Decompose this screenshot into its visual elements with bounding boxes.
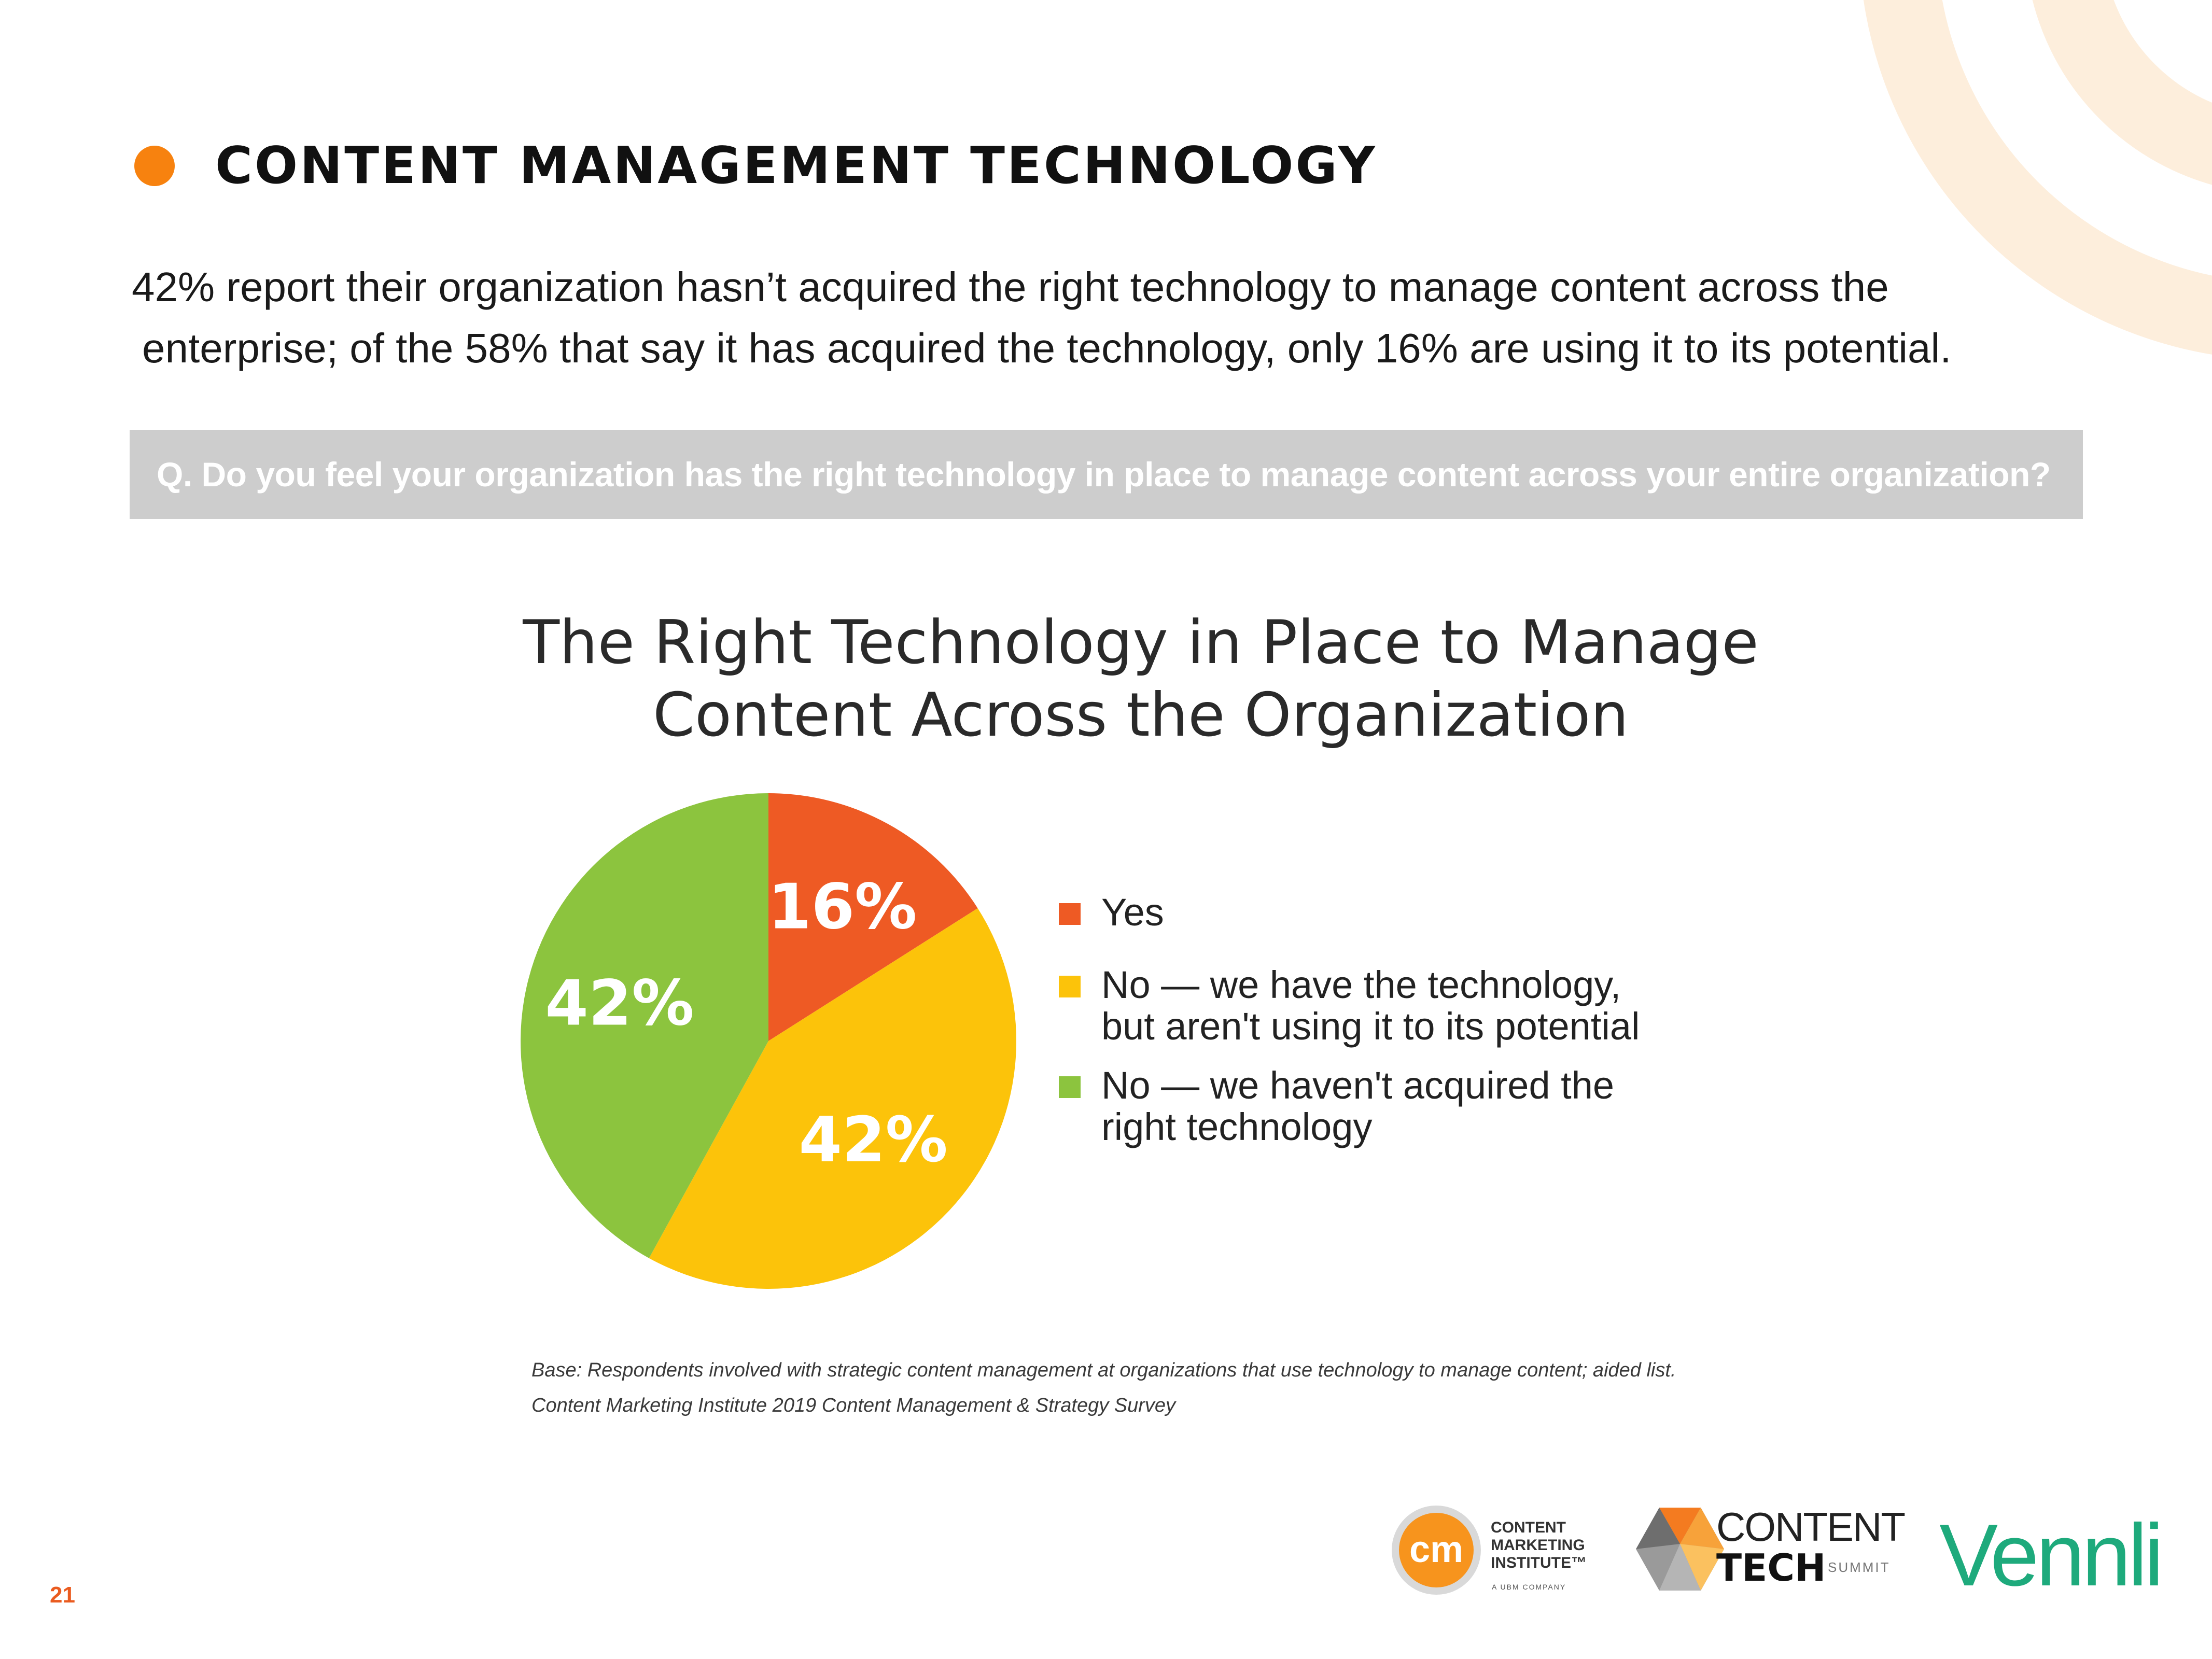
cmi-logo-line-1: CONTENT xyxy=(1491,1519,1566,1536)
cmi-logo-mark: cm xyxy=(1392,1506,1481,1595)
legend-label-no-not-using-line-1: No — we have the technology, xyxy=(1101,963,1621,1006)
pie-slice-label-1: 42% xyxy=(799,1104,947,1176)
legend-swatch-no-not-acquired xyxy=(1059,1076,1081,1098)
chart-title-line-2: Content Across the Organization xyxy=(653,680,1629,750)
chart-title-line-1: The Right Technology in Place to Manage xyxy=(523,608,1759,678)
page-title: CONTENT MANAGEMENT TECHNOLOGY xyxy=(215,136,1377,195)
legend-swatch-yes xyxy=(1059,903,1081,925)
pie-slice-2 xyxy=(521,793,768,1258)
chart-title: The Right Technology in Place to Manage … xyxy=(467,607,1815,752)
cts-logo-content-word: CONTENT xyxy=(1716,1504,1906,1550)
pie-slice-1 xyxy=(649,908,1016,1289)
legend-label-yes: Yes xyxy=(1101,892,1827,933)
content-tech-summit-logo: CONTENT TECH SUMMIT xyxy=(1618,1503,1908,1602)
cmi-logo: cm CONTENT MARKETING INSTITUTE™ A UBM CO… xyxy=(1390,1501,1597,1605)
legend-label-yes-line-1: Yes xyxy=(1101,891,1164,934)
question-text: Q. Do you feel your organization has the… xyxy=(157,455,2051,494)
legend-label-no-not-using-line-2: but aren't using it to its potential xyxy=(1101,1005,1640,1048)
legend-label-no-not-acquired: No — we haven't acquired the right techn… xyxy=(1101,1065,1827,1148)
page-number: 21 xyxy=(50,1582,75,1608)
footnote-base: Base: Respondents involved with strategi… xyxy=(531,1359,1676,1381)
vennli-logo: Vennli xyxy=(1939,1506,2164,1605)
cts-logo-summit-word: SUMMIT xyxy=(1828,1559,1891,1575)
pie-slice-0 xyxy=(768,793,978,1041)
hexagon-logo-icon xyxy=(1636,1508,1724,1591)
pie-slice-label-2: 42% xyxy=(545,967,694,1039)
header-bullet-dot xyxy=(134,146,175,186)
summary-line-1: 42% report their organization hasn’t acq… xyxy=(132,264,1889,310)
cmi-logo-line-3: INSTITUTE™ xyxy=(1491,1554,1587,1571)
legend-label-no-not-acquired-line-1: No — we haven't acquired the xyxy=(1101,1064,1615,1107)
summary-text: 42% report their organization hasn’t acq… xyxy=(132,257,2061,379)
cmi-logo-line-2: MARKETING xyxy=(1491,1537,1585,1554)
question-banner: Q. Do you feel your organization has the… xyxy=(130,430,2083,519)
legend-swatch-no-not-using xyxy=(1059,976,1081,997)
summary-line-2: enterprise; of the 58% that say it has a… xyxy=(142,325,1952,371)
cmi-logo-tagline: A UBM COMPANY xyxy=(1492,1583,1566,1591)
cts-logo-tech-word: TECH xyxy=(1716,1546,1826,1590)
pie-slice-label-0: 16% xyxy=(768,871,917,943)
legend-label-no-not-using: No — we have the technology, but aren't … xyxy=(1101,964,1827,1047)
footnote-source: Content Marketing Institute 2019 Content… xyxy=(531,1395,1176,1416)
cmi-logo-text: CONTENT MARKETING INSTITUTE™ xyxy=(1491,1519,1587,1572)
legend-label-no-not-acquired-line-2: right technology xyxy=(1101,1105,1373,1148)
cmi-logo-monogram: cm xyxy=(1409,1529,1463,1570)
